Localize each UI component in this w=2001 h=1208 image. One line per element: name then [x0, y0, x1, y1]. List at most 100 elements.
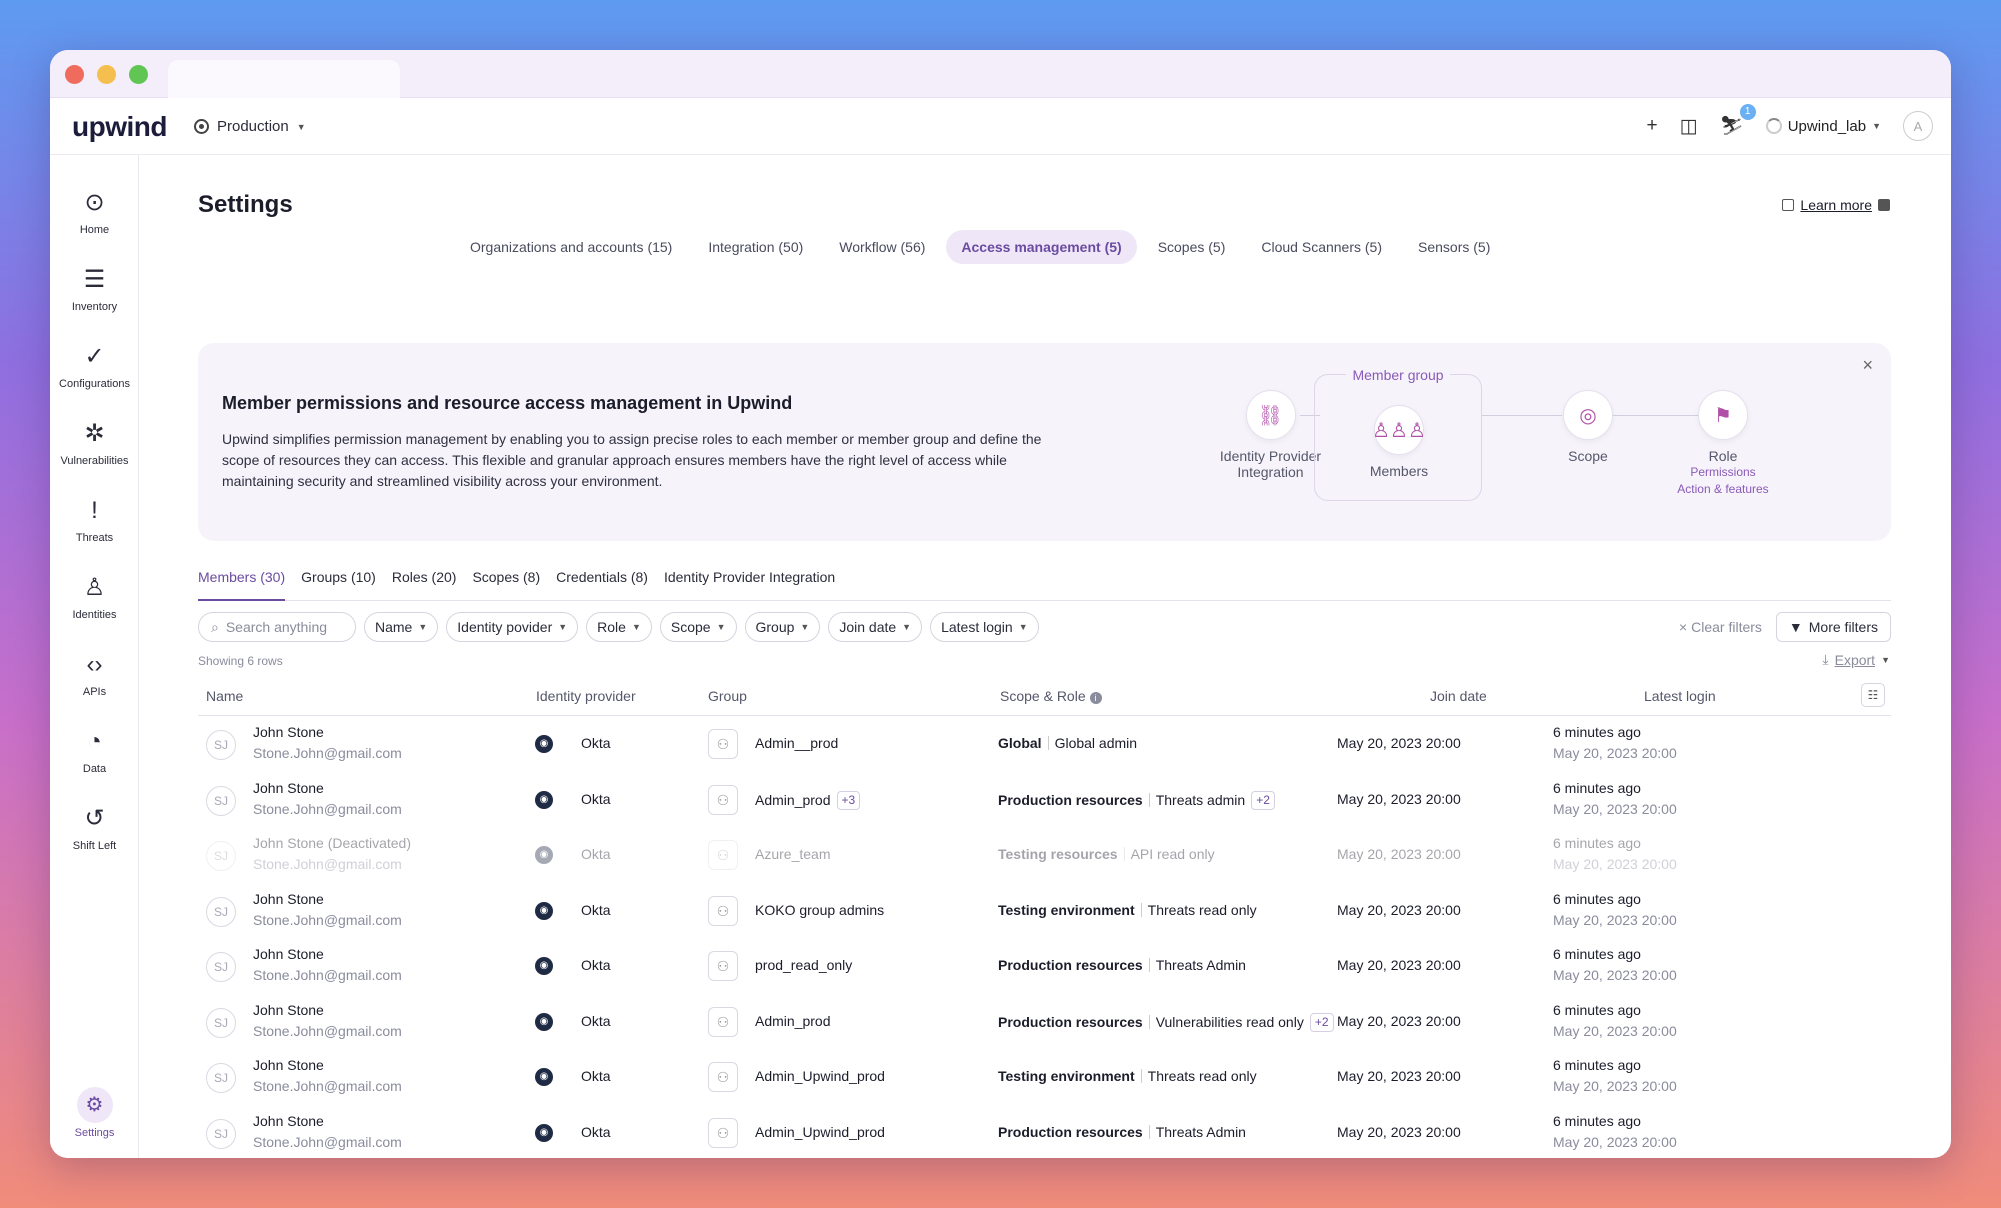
table-header: Name Identity provider Group Scope & Rol… — [198, 676, 1891, 716]
filter-name[interactable]: Name ▼ — [364, 612, 439, 642]
subtab-idp-integration[interactable]: Identity Provider Integration — [663, 569, 836, 585]
table-row[interactable]: SJ John Stone Stone.John@gmail.com ◉ Okt… — [198, 772, 1891, 828]
table-row[interactable]: SJ John Stone Stone.John@gmail.com ◉ Okt… — [198, 1105, 1891, 1159]
nav-home[interactable]: ⊙ Home — [50, 188, 139, 236]
latest-login-date: May 20, 2023 20:00 — [1553, 1022, 1677, 1039]
group-icon: ⚇ — [708, 840, 738, 870]
col-identity-provider[interactable]: Identity provider — [536, 688, 636, 704]
flow-label: Scope — [1568, 448, 1608, 464]
group-cell: Admin__prod — [755, 735, 838, 751]
tab-scopes[interactable]: Scopes (5) — [1157, 239, 1226, 255]
latest-login-date: May 20, 2023 20:00 — [1553, 856, 1677, 872]
exclamation-icon: ! — [91, 497, 98, 524]
nav-configurations[interactable]: ✓ Configurations — [50, 342, 139, 390]
filter-identity-provider[interactable]: Identity povider ▼ — [446, 612, 579, 642]
chevron-down-icon: ▼ — [800, 622, 810, 632]
member-email: Stone.John@gmail.com — [253, 856, 402, 872]
table-row[interactable]: SJ John Stone (Deactivated) Stone.John@g… — [198, 827, 1891, 883]
more-filters-button[interactable]: ▼ More filters — [1775, 612, 1891, 642]
role-name: Threats Admin — [1155, 957, 1246, 973]
join-date: May 20, 2023 20:00 — [1337, 901, 1461, 918]
nav-data[interactable]: ◔ Data — [50, 727, 139, 775]
subtab-groups[interactable]: Groups (10) — [301, 569, 376, 585]
table-row[interactable]: SJ John Stone Stone.John@gmail.com ◉ Okt… — [198, 938, 1891, 994]
workspace-selector[interactable]: Upwind_lab ▼ — [1765, 118, 1881, 135]
access-flow-diagram: ⛓ Identity Provider Integration Member g… — [1220, 367, 1878, 528]
nav-identities[interactable]: ♙ Identities — [50, 573, 139, 621]
nav-inventory[interactable]: ☰ Inventory — [50, 265, 139, 313]
nav-settings[interactable]: ⚙ Settings — [50, 1087, 139, 1139]
subtab-credentials[interactable]: Credentials (8) — [556, 569, 648, 585]
identity-provider: Okta — [581, 1068, 611, 1084]
role-name: Threats admin — [1155, 792, 1246, 808]
add-icon[interactable]: + — [1646, 115, 1658, 136]
access-subtabs: Members (30) Groups (10) Roles (20) Scop… — [198, 561, 1891, 601]
filter-group[interactable]: Group ▼ — [744, 612, 821, 642]
maximize-window-button[interactable] — [129, 65, 148, 84]
minimize-window-button[interactable] — [97, 65, 116, 84]
member-name: John Stone — [253, 890, 324, 907]
table-row[interactable]: SJ John Stone Stone.John@gmail.com ◉ Okt… — [198, 883, 1891, 939]
scope-role-cell: Production resources Vulnerabilities read… — [998, 1012, 1334, 1032]
tab-access-management[interactable]: Access management (5) — [946, 230, 1137, 264]
close-window-button[interactable] — [65, 65, 84, 84]
chevron-down-icon: ▼ — [296, 121, 306, 132]
filter-scope[interactable]: Scope ▼ — [659, 612, 737, 642]
subtab-roles[interactable]: Roles (20) — [391, 569, 457, 585]
nav-threats[interactable]: ! Threats — [50, 496, 139, 544]
avatar: SJ — [206, 1118, 236, 1149]
join-date: May 20, 2023 20:00 — [1337, 790, 1461, 807]
latest-login-relative: 6 minutes ago — [1553, 1112, 1641, 1129]
tab-workflow[interactable]: Workflow (56) — [839, 239, 926, 255]
col-latest-login[interactable]: Latest login — [1644, 688, 1716, 704]
col-join-date[interactable]: Join date — [1430, 688, 1487, 704]
nav-apis[interactable]: ‹› APIs — [50, 650, 139, 698]
filter-role[interactable]: Role ▼ — [586, 612, 652, 642]
tab-cloud-scanners[interactable]: Cloud Scanners (5) — [1261, 239, 1383, 255]
environment-icon — [194, 119, 209, 134]
member-email: Stone.John@gmail.com — [253, 1078, 402, 1094]
user-avatar[interactable]: A — [1903, 111, 1933, 141]
learn-more-link[interactable]: Learn more — [1782, 197, 1890, 213]
flow-label: Identity Provider — [1219, 448, 1322, 464]
table-row[interactable]: SJ John Stone Stone.John@gmail.com ◉ Okt… — [198, 716, 1891, 772]
avatar: SJ — [206, 952, 236, 982]
nav-label: Vulnerabilities — [60, 455, 129, 467]
role-extra-badge[interactable]: +2 — [1309, 1012, 1334, 1032]
nav-shift-left[interactable]: ↺ Shift Left — [50, 804, 139, 852]
col-name[interactable]: Name — [206, 688, 244, 704]
notifications-icon[interactable]: ⛷ 1 — [1720, 104, 1756, 138]
group-extra-badge[interactable]: +3 — [836, 790, 861, 810]
tab-sensors[interactable]: Sensors (5) — [1418, 239, 1491, 255]
tab-integration[interactable]: Integration (50) — [708, 239, 804, 255]
column-settings-icon[interactable]: ☷ — [1861, 683, 1885, 707]
book-icon[interactable]: ◫ — [1679, 115, 1698, 137]
tab-organizations[interactable]: Organizations and accounts (15) — [470, 239, 673, 255]
export-button[interactable]: ⤓ Export ▼ — [1822, 651, 1890, 668]
filter-join-date[interactable]: Join date ▼ — [828, 612, 923, 642]
scope-role-cell: Production resources Threats Admin — [998, 1124, 1246, 1140]
close-icon[interactable]: × — [1862, 355, 1873, 375]
clear-filters-button[interactable]: × Clear filters — [1679, 619, 1762, 635]
filter-latest-login[interactable]: Latest login ▼ — [930, 612, 1039, 642]
learn-more-label: Learn more — [1800, 197, 1872, 213]
group-cell: Admin_Upwind_prod — [755, 1124, 885, 1140]
col-group[interactable]: Group — [708, 688, 747, 704]
table-row[interactable]: SJ John Stone Stone.John@gmail.com ◉ Okt… — [198, 994, 1891, 1050]
group-icon: ⚇ — [708, 951, 738, 981]
upwind-logo[interactable]: upwind — [72, 111, 167, 142]
table-row[interactable]: SJ John Stone Stone.John@gmail.com ◉ Okt… — [198, 1049, 1891, 1105]
identity-provider: Okta — [581, 790, 611, 807]
search-input[interactable]: ⌕ Search anything — [198, 612, 356, 642]
table-body: SJ John Stone Stone.John@gmail.com ◉ Okt… — [198, 716, 1891, 1158]
role-name: Vulnerabilities read only — [1155, 1014, 1304, 1030]
latest-login-relative: 6 minutes ago — [1553, 724, 1641, 740]
environment-selector[interactable]: Production ▼ — [194, 118, 306, 135]
group-icon: ⚇ — [708, 784, 738, 815]
subtab-members[interactable]: Members (30) — [198, 561, 286, 601]
nav-vulnerabilities[interactable]: ✲ Vulnerabilities — [50, 419, 139, 467]
role-extra-badge[interactable]: +2 — [1251, 790, 1275, 810]
browser-tab[interactable] — [168, 60, 400, 98]
subtab-scopes[interactable]: Scopes (8) — [472, 569, 541, 585]
col-scope-role[interactable]: Scope & Role i — [1000, 688, 1102, 704]
